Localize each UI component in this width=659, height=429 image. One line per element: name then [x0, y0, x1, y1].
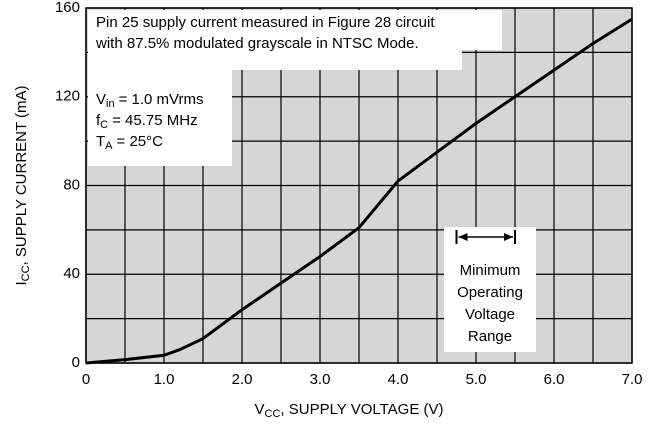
- x-label-text: , SUPPLY VOLTAGE (V): [280, 401, 443, 418]
- y-tick-label: 40: [63, 265, 80, 282]
- x-tick-label: 3.0: [310, 371, 331, 388]
- x-tick-label: 0: [82, 371, 90, 388]
- y-tick-label: 80: [63, 176, 80, 193]
- x-axis-label: VCC, SUPPLY VOLTAGE (V): [254, 401, 443, 420]
- range-text: Range: [468, 328, 512, 345]
- param-symbol: T: [96, 133, 105, 150]
- param-subscript: C: [100, 119, 108, 131]
- param-subscript: in: [106, 98, 115, 110]
- range-text: Operating: [457, 284, 523, 301]
- y-axis-label: ICC, SUPPLY CURRENT (mA): [13, 85, 32, 285]
- param-value: = 25°C: [117, 133, 164, 150]
- note-text: with 87.5% modulated grayscale in NTSC M…: [95, 35, 419, 52]
- arrow-head: [504, 233, 513, 241]
- param-value: = 1.0 mVrms: [119, 91, 204, 108]
- param-text: fC = 45.75 MHz: [96, 112, 198, 131]
- y-label-subscript: CC: [20, 265, 32, 281]
- param-text: TA = 25°C: [96, 133, 163, 152]
- x-label-symbol: V: [254, 401, 264, 418]
- param-symbol: f: [96, 112, 101, 129]
- note-text: Pin 25 supply current measured in Figure…: [96, 14, 435, 31]
- y-label-symbol: I: [13, 281, 30, 285]
- x-tick-label: 7.0: [622, 371, 643, 388]
- range-box: [444, 227, 536, 352]
- x-tick-label: 5.0: [466, 371, 487, 388]
- param-symbol: V: [96, 91, 106, 108]
- y-tick-label: 160: [55, 0, 80, 16]
- note-box: [88, 10, 502, 50]
- param-value: = 45.75 MHz: [112, 112, 197, 129]
- param-text: Vin = 1.0 mVrms: [96, 91, 203, 110]
- x-tick-label: 4.0: [388, 371, 409, 388]
- y-tick-label: 0: [72, 354, 80, 371]
- x-label-subscript: CC: [265, 408, 281, 420]
- line: [85, 17, 633, 365]
- arrow-head: [458, 233, 468, 241]
- x-tick-label: 2.0: [232, 371, 253, 388]
- range-text: Voltage: [465, 306, 515, 323]
- note-box: [88, 50, 462, 70]
- x-tick-label: 1.0: [154, 371, 175, 388]
- y-tick-label: 120: [55, 88, 80, 105]
- y-label-text: , SUPPLY CURRENT (mA): [13, 85, 30, 265]
- range-text: Minimum: [460, 262, 521, 279]
- plot-frame: [85, 7, 633, 364]
- x-tick-label: 6.0: [544, 371, 565, 388]
- param-subscript: A: [105, 140, 113, 152]
- params-box: [88, 70, 232, 166]
